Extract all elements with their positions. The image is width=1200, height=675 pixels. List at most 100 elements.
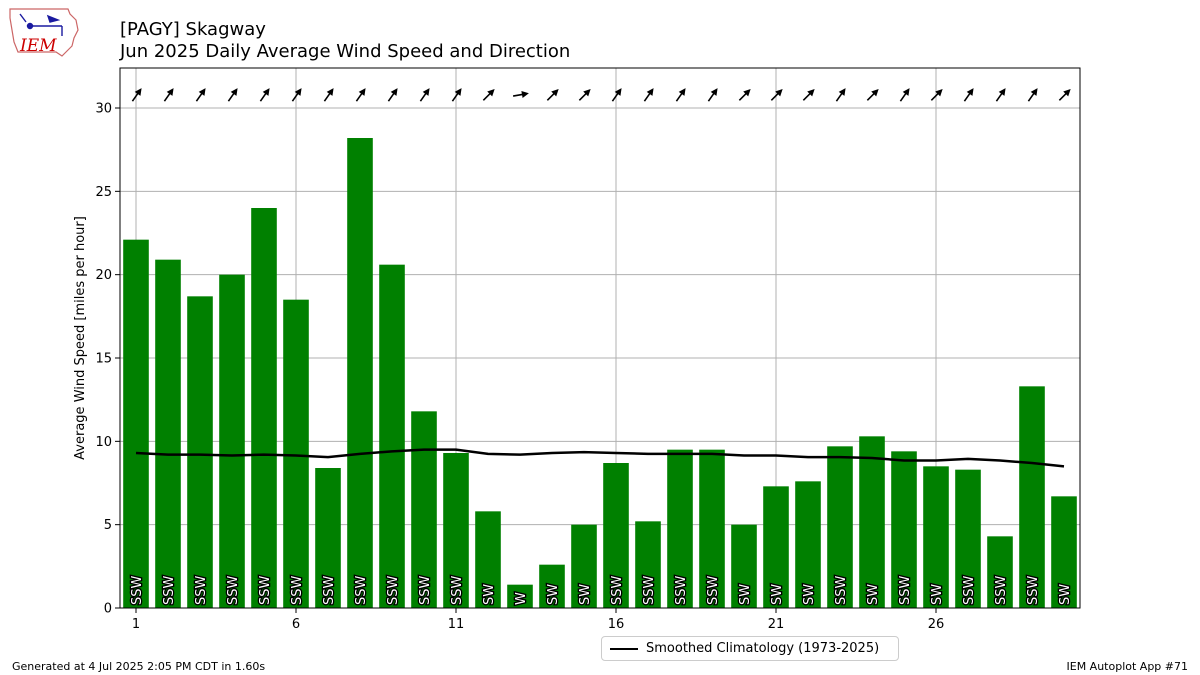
direction-label: SW [1058, 584, 1073, 605]
x-tick-label: 26 [928, 617, 945, 632]
direction-label: SW [546, 584, 561, 605]
wind-arrow [899, 88, 910, 102]
wind-arrow-head [614, 88, 622, 96]
bar [475, 511, 501, 608]
direction-label: SSW [162, 575, 177, 605]
wind-arrow [770, 89, 783, 101]
bar [507, 584, 533, 608]
y-tick-label: 10 [95, 435, 112, 450]
direction-label: SSW [354, 575, 369, 605]
bar [1051, 496, 1077, 608]
iem-logo: IEM [9, 8, 79, 57]
direction-label: SSW [994, 575, 1009, 605]
direction-label: SSW [130, 575, 145, 605]
chart-title: [PAGY] Skagway [120, 19, 266, 40]
direction-label: SSW [258, 575, 273, 605]
wind-arrow-head [198, 88, 206, 96]
direction-label: SSW [674, 575, 689, 605]
wind-arrow-head [166, 88, 174, 96]
wind-arrow [995, 88, 1006, 102]
wind-arrow-head [487, 89, 495, 97]
direction-label: SW [930, 584, 945, 605]
bar [891, 451, 917, 608]
bar [219, 274, 245, 608]
direction-label: SSW [418, 575, 433, 605]
direction-label: SW [802, 584, 817, 605]
direction-label: SW [738, 584, 753, 605]
bar [955, 469, 981, 608]
wind-arrow-head [807, 89, 815, 97]
wind-arrow [195, 88, 206, 102]
wind-arrow-head [521, 91, 529, 98]
bar [123, 239, 149, 608]
wind-arrow-head [710, 88, 718, 96]
bar [155, 259, 181, 608]
wind-arrow [835, 88, 846, 102]
bar [411, 411, 437, 608]
wind-arrow-head [583, 89, 591, 97]
bar [699, 449, 725, 608]
direction-label: SSW [962, 575, 977, 605]
direction-label: SW [770, 584, 785, 605]
wind-arrow-head [134, 88, 142, 96]
wind-arrow [802, 89, 815, 101]
wind-arrow [419, 88, 430, 102]
wind-arrow [291, 88, 302, 102]
wind-arrow-head [390, 88, 398, 96]
x-tick-label: 1 [132, 617, 140, 632]
direction-label: SW [578, 584, 593, 605]
wind-arrow-head [902, 88, 910, 96]
direction-label: SSW [290, 575, 305, 605]
wind-arrow [227, 88, 238, 102]
plot-frame [119, 67, 1081, 609]
wind-arrow-head [935, 89, 943, 97]
wind-arrow [643, 88, 654, 102]
bar [379, 264, 405, 608]
bar [635, 521, 661, 608]
x-tick-label: 6 [292, 617, 300, 632]
wind-arrow [707, 88, 718, 102]
direction-label: SSW [610, 575, 625, 605]
bar [859, 436, 885, 608]
direction-label: SSW [706, 575, 721, 605]
direction-label: W [514, 592, 529, 605]
wind-arrow-head [262, 88, 270, 96]
footer-generated: Generated at 4 Jul 2025 2:05 PM CDT in 1… [12, 660, 266, 673]
logo-text: IEM [19, 36, 57, 56]
direction-label: SSW [834, 575, 849, 605]
wind-arrow [355, 88, 366, 102]
direction-arrows [131, 88, 1071, 102]
y-tick-label: 15 [95, 352, 112, 367]
wind-arrow [1027, 88, 1038, 102]
y-tick-label: 25 [95, 185, 112, 200]
wind-arrow [131, 88, 142, 102]
wind-arrow-head [1030, 88, 1038, 96]
y-axis-label: Average Wind Speed [miles per hour] [73, 216, 88, 460]
wind-arrow [578, 89, 591, 101]
wind-arrow-head [358, 88, 366, 96]
wind-arrow [482, 89, 495, 101]
bar [347, 138, 373, 608]
x-tick-label: 21 [768, 617, 785, 632]
wind-arrow [738, 89, 751, 101]
bar [603, 463, 629, 608]
wind-arrow [323, 88, 334, 102]
y-tick-label: 20 [95, 268, 112, 283]
wind-arrow [259, 88, 270, 102]
wind-arrow-head [838, 88, 846, 96]
weather-station-icon [19, 13, 63, 36]
wind-arrow-head [678, 88, 686, 96]
wind-arrow [512, 91, 529, 98]
wind-arrow [866, 89, 879, 101]
bar [923, 466, 949, 608]
y-tick-label: 0 [104, 602, 112, 617]
bar [827, 446, 853, 608]
bar [795, 481, 821, 608]
x-tick-label: 11 [448, 617, 465, 632]
chart-subtitle: Jun 2025 Daily Average Wind Speed and Di… [119, 41, 570, 62]
direction-label: SSW [642, 575, 657, 605]
bar [315, 468, 341, 608]
wind-arrow-head [551, 89, 559, 97]
direction-label: SW [482, 584, 497, 605]
